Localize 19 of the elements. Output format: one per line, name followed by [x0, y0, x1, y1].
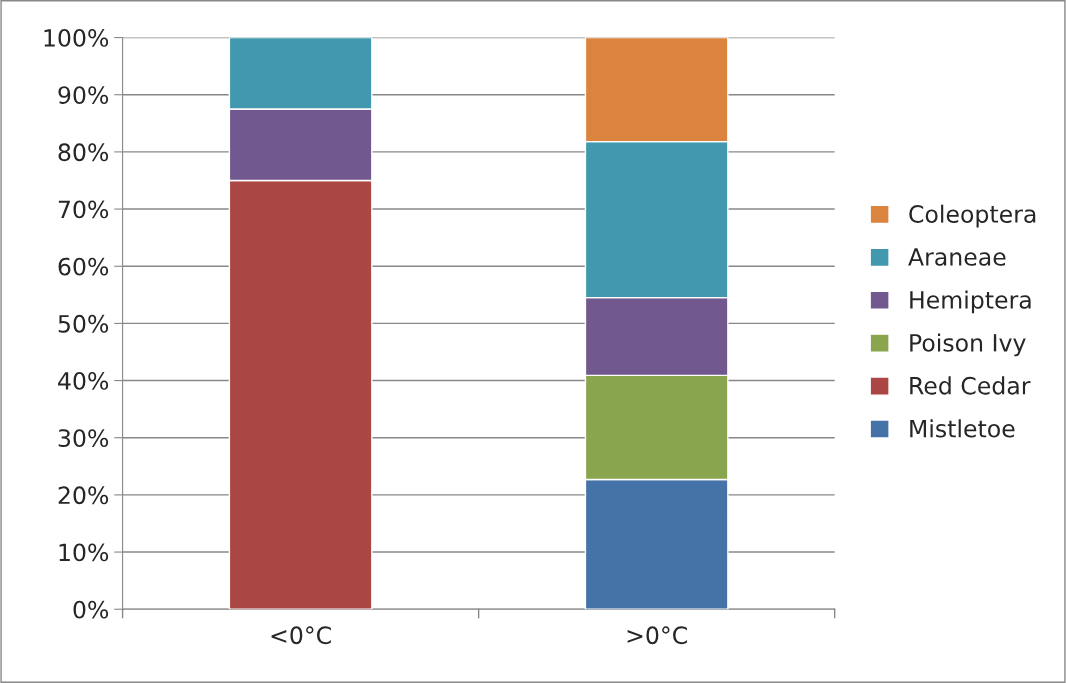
legend-label: Hemiptera [910, 290, 1031, 314]
y-tick-label: 30% [58, 429, 109, 448]
y-tick-label: 70% [58, 200, 109, 219]
legend-label: Mistletoe [910, 419, 1015, 438]
legend-label: Poison Ivy [910, 333, 1026, 357]
x-tick-label: <0°C [271, 626, 331, 645]
y-tick-label: 80% [58, 143, 109, 162]
x-tick-label: >0°C [627, 626, 687, 645]
y-tick-label: 90% [58, 86, 109, 105]
legend-label: Coleoptera [909, 204, 1036, 228]
legend-label: Red Cedar [910, 376, 1031, 395]
y-tick-label: 0% [73, 600, 109, 619]
y-tick-label: 100% [44, 29, 109, 47]
y-tick-label: 20% [58, 486, 109, 505]
y-tick-label: 40% [58, 372, 109, 390]
legend-label: Araneae [908, 248, 1006, 266]
y-tick-label: 50% [58, 314, 109, 333]
y-tick-label: 10% [59, 543, 109, 562]
y-tick-label: 60% [58, 257, 109, 276]
